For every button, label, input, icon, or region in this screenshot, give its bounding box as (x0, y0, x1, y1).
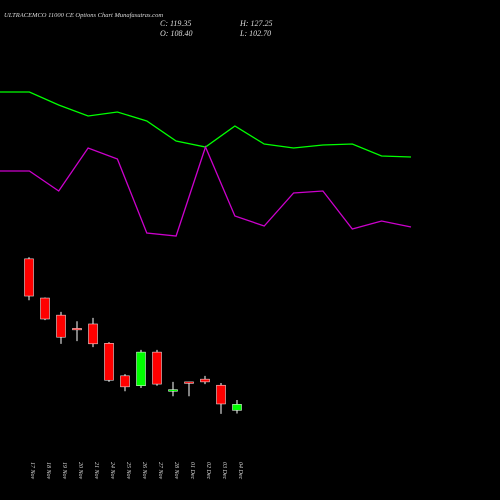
x-tick-label: 27 Nov (157, 462, 163, 480)
x-tick-label: 19 Nov (61, 462, 67, 480)
x-tick-label: 17 Nov (29, 462, 35, 480)
x-tick-label: 28 Nov (173, 462, 179, 480)
x-tick-label: 25 Nov (125, 462, 131, 480)
indicator-line (0, 145, 412, 237)
candle-body (152, 351, 162, 385)
x-tick-label: 04 Dec (237, 462, 244, 479)
candle-body (104, 343, 114, 381)
candle-body (216, 384, 226, 405)
info-close: C: 119.35 (160, 19, 191, 28)
x-tick-label: 21 Nov (93, 462, 99, 480)
candle-body (56, 314, 66, 338)
candle-body (168, 389, 178, 392)
x-tick-label: 26 Nov (141, 462, 147, 480)
candle-body (88, 323, 98, 345)
info-high: H: 127.25 (239, 19, 272, 28)
x-tick-label: 18 Nov (45, 462, 51, 480)
candle-body (136, 351, 146, 387)
x-tick-label: 01 Dec (189, 462, 195, 479)
info-open: O: 108.40 (160, 29, 192, 38)
x-tick-label: 20 Nov (77, 462, 83, 480)
candle-body (40, 297, 50, 320)
candle-body (232, 404, 242, 411)
info-low: L: 102.70 (239, 29, 271, 38)
x-tick-label: 03 Dec (221, 462, 227, 479)
chart-title: ULTRACEMCO 11000 CE Options Chart Munafa… (4, 12, 163, 19)
candle-body (72, 328, 82, 331)
x-tick-label: 24 Nov (109, 462, 116, 480)
candle-body (200, 378, 210, 383)
candle-body (24, 258, 34, 297)
x-tick-label: 02 Dec (205, 462, 211, 479)
candle-body (120, 375, 130, 388)
candle-body (184, 381, 194, 384)
